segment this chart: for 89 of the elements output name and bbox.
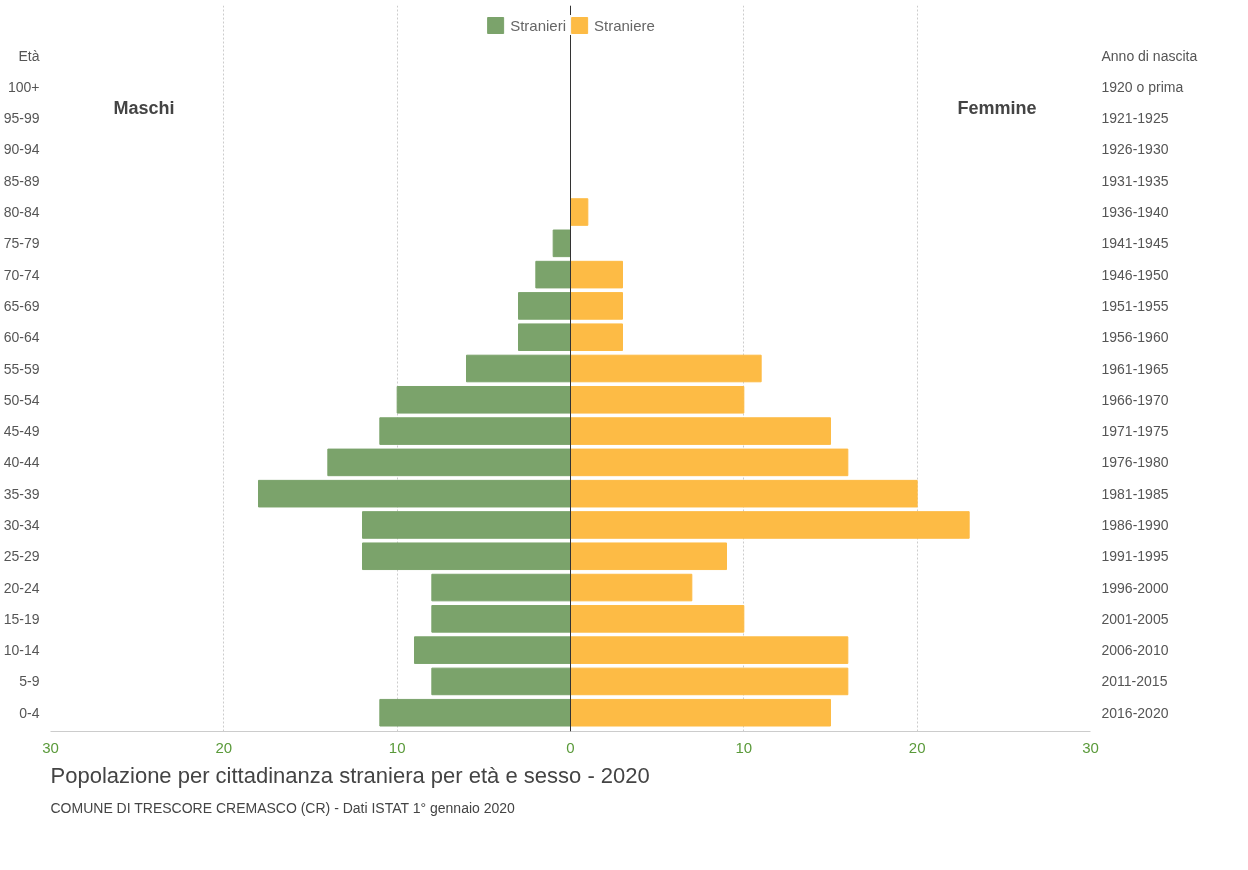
y-tick-label: 5-9: [19, 673, 40, 690]
bar: [570, 417, 831, 445]
bar: [570, 354, 762, 383]
y-tick-label: 70-74: [3, 266, 40, 283]
y2-tick-label: 1986-1990: [1101, 516, 1169, 533]
bar: [396, 385, 571, 414]
y-tick-label: 55-59: [3, 360, 40, 377]
y-tick-label: 45-49: [3, 423, 40, 440]
y-tick-label: 25-29: [3, 548, 40, 565]
x-tick-label: 10: [735, 738, 753, 756]
y-axis-title: Età: [18, 47, 40, 64]
annotation: Femmine: [957, 98, 1037, 119]
legend-label: Straniere: [593, 16, 655, 34]
y2-tick-label: 1966-1970: [1101, 391, 1169, 408]
y-tick-label: 65-69: [3, 297, 40, 314]
bar: [570, 698, 831, 727]
y2-tick-label: 1926-1930: [1101, 141, 1169, 158]
bar: [570, 260, 623, 289]
bar: [570, 511, 970, 539]
bar: [327, 448, 571, 477]
y2-tick-label: 1981-1985: [1101, 485, 1169, 502]
y-tick-label: 30-34: [3, 516, 40, 533]
y2-tick-label: 1976-1980: [1101, 454, 1169, 471]
bar: [518, 292, 571, 320]
bar: [466, 354, 571, 383]
y2-tick-label: 1961-1965: [1101, 360, 1169, 377]
x-tick-label: 10: [388, 738, 406, 756]
bar: [414, 636, 571, 664]
bar: [258, 479, 571, 508]
bar: [570, 292, 623, 320]
y-tick-label: 20-24: [3, 579, 40, 596]
bar: [570, 479, 918, 508]
bar: [379, 417, 571, 445]
bar: [431, 573, 571, 602]
y-tick-label: 100+: [7, 78, 40, 95]
text: Popolazione per cittadinanza straniera per età e sesso - 2020: [50, 762, 650, 788]
text: COMUNE DI TRESCORE CREMASCO (CR) - Dati ISTAT 1° gennaio 2020: [50, 799, 516, 816]
bar: [570, 448, 849, 477]
y-tick-label: 40-44: [3, 454, 40, 471]
y-tick-label: 60-64: [3, 329, 40, 346]
bar: [518, 323, 571, 352]
bar: [570, 636, 849, 664]
y-tick-label: 75-79: [3, 235, 40, 252]
y2-tick-label: 2016-2020: [1101, 704, 1169, 721]
y-tick-label: 85-89: [3, 172, 40, 189]
bar: [431, 667, 571, 696]
bar: [362, 542, 571, 571]
y2-tick-label: 1971-1975: [1101, 423, 1169, 440]
y-tick-label: 80-84: [3, 204, 40, 221]
y2-axis-title: Anno di nascita: [1101, 47, 1198, 64]
x-tick-label: 30: [42, 738, 59, 756]
x-tick-label: 0: [566, 738, 575, 756]
bar: [570, 605, 745, 633]
y2-tick-label: 1991-1995: [1101, 548, 1169, 565]
y2-tick-label: 1921-1925: [1101, 110, 1169, 127]
bar: [570, 323, 623, 352]
y2-tick-label: 1920 o prima: [1101, 78, 1184, 95]
y2-tick-label: 1936-1940: [1101, 204, 1169, 221]
y2-tick-label: 1951-1955: [1101, 297, 1169, 314]
y2-tick-label: 1996-2000: [1101, 579, 1169, 596]
y-tick-label: 50-54: [3, 391, 40, 408]
y2-tick-label: 2001-2005: [1101, 610, 1169, 627]
y2-tick-label: 2011-2015: [1101, 673, 1168, 690]
y2-tick-label: 1946-1950: [1101, 266, 1169, 283]
annotation: Maschi: [113, 98, 175, 119]
y-tick-label: 15-19: [3, 610, 40, 627]
bar: [535, 260, 571, 289]
bar: [552, 229, 571, 258]
x-tick-label: 20: [215, 738, 233, 756]
bar: [570, 542, 727, 571]
bar: [570, 573, 693, 602]
x-tick-label: 30: [1082, 738, 1099, 756]
legend-label: Stranieri: [510, 16, 566, 34]
x-tick-label: 20: [908, 738, 926, 756]
bar: [379, 698, 571, 727]
bar: [362, 511, 571, 539]
bar: [570, 667, 849, 696]
y-tick-label: 10-14: [3, 642, 40, 659]
y2-tick-label: 2006-2010: [1101, 642, 1169, 659]
y-tick-label: 35-39: [3, 485, 40, 502]
y2-tick-label: 1931-1935: [1101, 172, 1169, 189]
bar: [431, 605, 571, 633]
y2-tick-label: 1941-1945: [1101, 235, 1169, 252]
y-tick-label: 0-4: [19, 704, 40, 721]
y2-tick-label: 1956-1960: [1101, 329, 1169, 346]
y-tick-label: 90-94: [3, 141, 40, 158]
y-tick-label: 95-99: [3, 110, 40, 127]
bar: [570, 385, 745, 414]
bar: [570, 198, 589, 226]
